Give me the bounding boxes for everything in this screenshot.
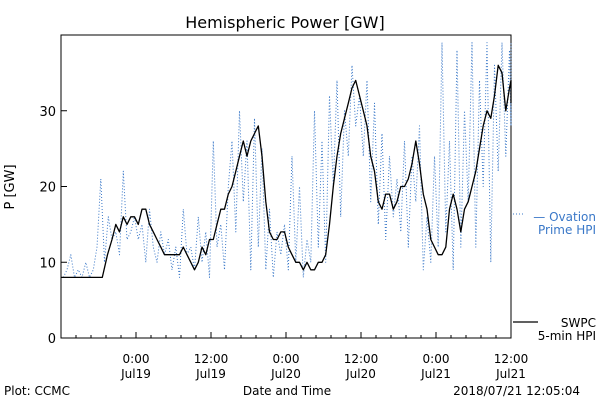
x-tick-time-label: 12:00 (194, 352, 229, 366)
x-tick-date-label: Jul21 (495, 367, 526, 381)
x-axis-label: Date and Time (243, 384, 331, 398)
timestamp: 2018/07/21 12:05:04 (453, 384, 580, 398)
y-axis-ticks: 0 10 20 30 (39, 105, 67, 347)
y-tick-label: 20 (39, 181, 56, 196)
plot-frame (60, 34, 512, 339)
ovation-prime-series-line (62, 42, 512, 278)
x-tick-date-label: Jul19 (120, 367, 151, 381)
x-tick-date-label: Jul21 (420, 367, 451, 381)
x-tick-date-label: Jul20 (270, 367, 301, 381)
x-tick-date-label: Jul19 (195, 367, 226, 381)
series-layer (61, 42, 512, 279)
x-tick-time-label: 12:00 (344, 352, 379, 366)
y-tick-label: 0 (48, 332, 56, 347)
y-axis-label: P [GW] (3, 164, 18, 209)
legend-ovation-label: Prime HPI (538, 223, 596, 237)
y-tick-label: 10 (39, 256, 56, 271)
plot-credit: Plot: CCMC (4, 384, 70, 398)
x-tick-time-label: 0:00 (273, 352, 300, 366)
x-axis-ticks: 0:00Jul1912:00Jul190:00Jul2012:00Jul200:… (75, 332, 529, 381)
swpc-series-line (61, 64, 512, 279)
x-tick-time-label: 0:00 (423, 352, 450, 366)
x-tick-time-label: 12:00 (494, 352, 529, 366)
legend-ovation-label: — Ovation (533, 210, 596, 224)
legend-swpc-label: SWPC (561, 316, 596, 330)
legend-swpc-label: 5-min HPI (538, 329, 596, 343)
y-tick-label: 30 (39, 105, 56, 120)
chart-title: Hemispheric Power [GW] (185, 13, 384, 32)
x-tick-time-label: 0:00 (123, 352, 150, 366)
x-tick-date-label: Jul20 (345, 367, 376, 381)
